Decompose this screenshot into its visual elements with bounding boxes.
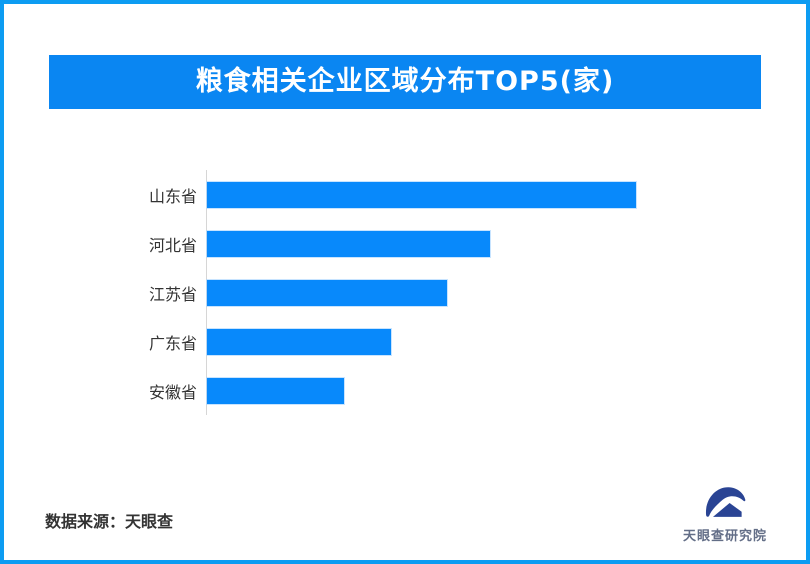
bar-label: 广东省 <box>148 334 197 354</box>
bar-label: 山东省 <box>148 187 197 206</box>
bar <box>207 280 448 307</box>
bar-row: 山东省 <box>0 182 810 208</box>
bar-label: 江苏省 <box>148 285 197 305</box>
tianyancha-logo-icon <box>705 487 746 517</box>
brand-name: 天眼查研究院 <box>682 529 767 544</box>
brand-logo: 天眼查研究院 <box>669 483 781 544</box>
bar-row: 江苏省 <box>0 280 810 307</box>
bar-chart: 山东省河北省江苏省广东省安徽省 <box>0 170 810 415</box>
bar-row: 广东省 <box>0 329 810 356</box>
bar <box>207 329 392 356</box>
bar-label: 安徽省 <box>148 383 197 403</box>
chart-title-banner: 粮食相关企业区域分布TOP5(家) <box>49 55 761 109</box>
data-source-text: 数据来源：天眼查 <box>45 512 174 531</box>
bar-row: 河北省 <box>0 231 810 258</box>
y-axis-line <box>206 170 207 415</box>
bar <box>207 182 636 208</box>
bar-row: 安徽省 <box>0 378 810 405</box>
bar <box>207 378 345 405</box>
bar <box>207 231 491 258</box>
bar-label: 河北省 <box>148 236 197 256</box>
chart-title: 粮食相关企业区域分布TOP5(家) <box>195 66 615 97</box>
